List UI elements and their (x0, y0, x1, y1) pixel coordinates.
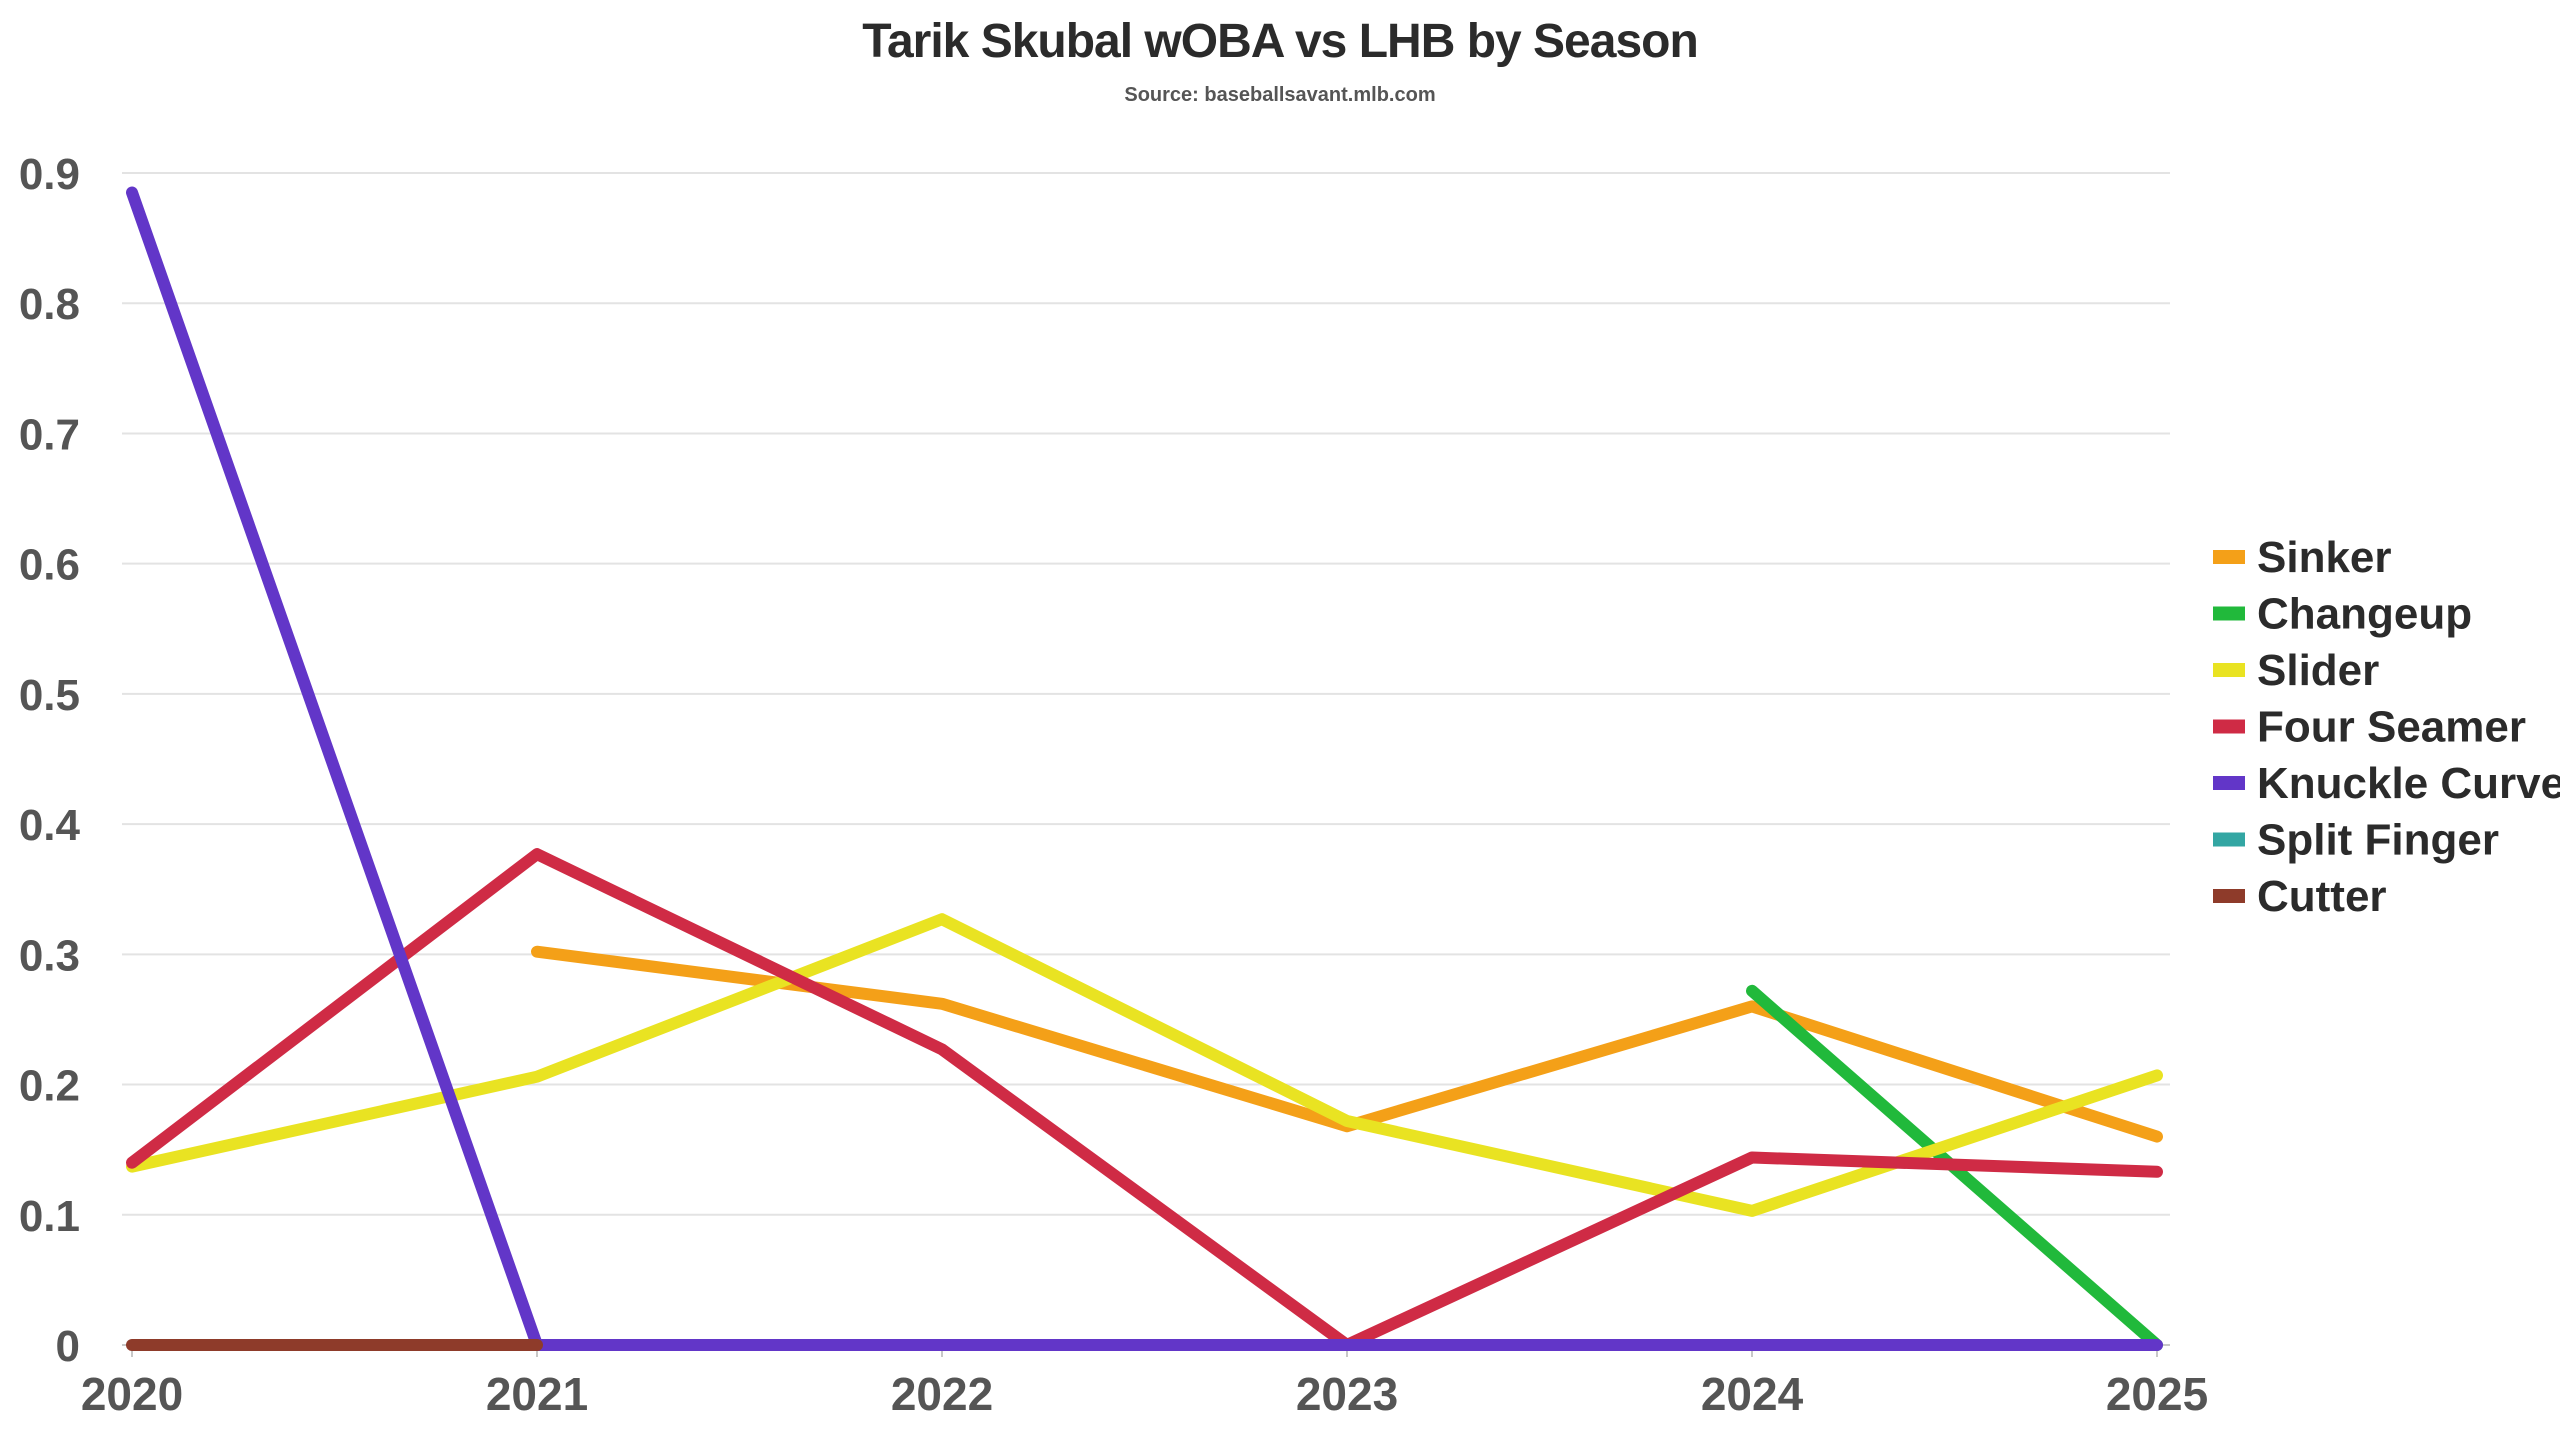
y-tick-label: 0.2 (19, 1062, 80, 1111)
legend-label: Split Finger (2257, 816, 2499, 865)
x-tick-label: 2022 (891, 1368, 993, 1420)
series-four-seamer (126, 848, 2163, 1351)
chart-title: Tarik Skubal wOBA vs LHB by Season (862, 15, 1699, 68)
legend-label: Four Seamer (2257, 703, 2526, 752)
x-tick-label: 2024 (1701, 1368, 1804, 1420)
series-knuckle-curve (126, 186, 2163, 1351)
series-line (126, 913, 2163, 1217)
series-line (126, 186, 2163, 1351)
legend-swatch (2213, 776, 2245, 790)
legend-label: Slider (2257, 646, 2379, 695)
legend-swatch (2213, 550, 2245, 564)
axes: 0 0.1 0.2 0.3 0.4 0.5 0.6 0.7 0.8 0.9 2020 2021 2022… (19, 150, 2208, 1420)
legend-swatch (2213, 719, 2245, 734)
gridlines (122, 172, 2170, 1216)
y-tick-label: 0.7 (19, 410, 80, 459)
x-tick-label: 2020 (81, 1368, 183, 1420)
legend-swatch (2213, 663, 2245, 677)
series-line (126, 848, 2163, 1351)
y-tick-label: 0.1 (19, 1192, 80, 1241)
legend-item: Four Seamer (2213, 703, 2526, 752)
y-tick-label: 0.8 (19, 280, 80, 329)
legend-item: Split Finger (2213, 816, 2499, 865)
x-tick-label: 2021 (486, 1368, 588, 1420)
legend-label: Knuckle Curve (2257, 759, 2560, 808)
y-tick-label: 0.4 (19, 801, 81, 850)
x-tick-label: 2023 (1296, 1368, 1398, 1420)
y-tick-label: 0 (56, 1322, 80, 1371)
series-lines (126, 186, 2163, 1351)
legend-item: Changeup (2213, 590, 2472, 639)
y-tick-label: 0.6 (19, 541, 80, 590)
legend-swatch (2213, 889, 2245, 903)
legend-label: Cutter (2257, 872, 2387, 921)
legend-swatch (2213, 832, 2245, 847)
legend-item: Knuckle Curve (2213, 759, 2560, 808)
legend-item: Sinker (2213, 533, 2392, 582)
y-tick-label: 0.5 (19, 671, 80, 720)
series-slider (126, 913, 2163, 1217)
legend-label: Sinker (2257, 533, 2392, 582)
y-tick-label: 0.9 (19, 150, 80, 199)
y-tick-label: 0.3 (19, 931, 80, 980)
legend-item: Cutter (2213, 872, 2387, 921)
x-tick-label: 2025 (2106, 1368, 2208, 1420)
legend-item: Slider (2213, 646, 2379, 695)
legend-label: Changeup (2257, 590, 2472, 639)
legend: Sinker Changeup Slider Four Seamer Knuckle C… (2213, 533, 2560, 921)
legend-swatch (2213, 606, 2245, 621)
chart-subtitle: Source: baseballsavant.mlb.com (1124, 84, 1436, 106)
